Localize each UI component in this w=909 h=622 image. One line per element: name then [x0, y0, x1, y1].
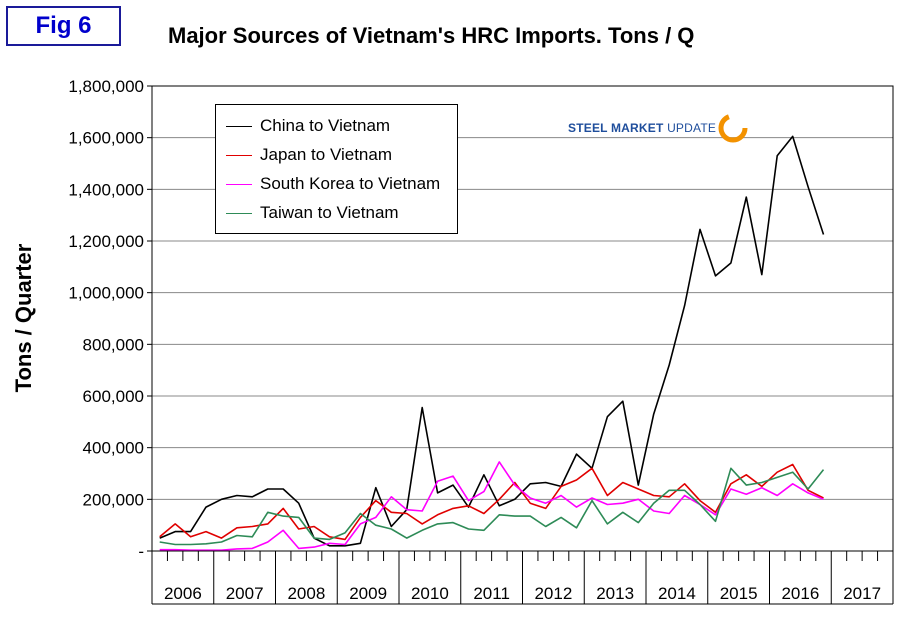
- y-tick-label: -: [138, 542, 144, 561]
- x-tick-label: 2016: [781, 584, 819, 603]
- series-line-3: [159, 467, 825, 546]
- steel-market-update-logo: STEEL MARKET UPDATE: [568, 113, 748, 143]
- x-tick-label: 2015: [720, 584, 758, 603]
- legend-swatch-japan: [226, 154, 252, 156]
- y-axis-label: Tons / Quarter: [11, 243, 36, 393]
- legend-item-china: China to Vietnam: [226, 113, 390, 139]
- x-axis: 2006 2007 2008 2009 2010 2011 2012 2013 2014 2015…: [151, 551, 894, 605]
- legend-item-taiwan: Taiwan to Vietnam: [226, 200, 399, 226]
- y-tick-label: 1,800,000: [68, 77, 144, 96]
- x-tick-label: 2006: [164, 584, 202, 603]
- x-tick-label: 2014: [658, 584, 696, 603]
- legend-swatch-china: [226, 125, 252, 127]
- y-tick-label: 1,200,000: [68, 232, 144, 251]
- legend-label-japan: Japan to Vietnam: [260, 145, 392, 164]
- legend: China to Vietnam Japan to Vietnam South …: [215, 104, 458, 234]
- y-tick-label: 200,000: [83, 490, 144, 509]
- x-tick-label: 2007: [226, 584, 264, 603]
- legend-swatch-taiwan: [226, 212, 252, 214]
- x-tick-label: 2012: [534, 584, 572, 603]
- series-line-2: [159, 461, 824, 552]
- y-tick-label: 400,000: [83, 439, 144, 458]
- legend-label-china: China to Vietnam: [260, 116, 391, 135]
- logo-brand-light: UPDATE: [663, 121, 717, 135]
- plot-frame: [151, 85, 894, 552]
- legend-label-south-korea: South Korea to Vietnam: [260, 174, 441, 193]
- x-tick-label: 2010: [411, 584, 449, 603]
- legend-item-japan: Japan to Vietnam: [226, 142, 392, 168]
- series-line-0: [159, 135, 825, 547]
- y-tick-label: 600,000: [83, 387, 144, 406]
- figure-badge: Fig 6: [6, 6, 121, 46]
- x-tick-label: 2017: [843, 584, 881, 603]
- x-tick-label: 2008: [287, 584, 325, 603]
- x-tick-label: 2013: [596, 584, 634, 603]
- x-tick-label: 2011: [473, 584, 510, 603]
- y-tick-label: 800,000: [83, 335, 144, 354]
- legend-swatch-south-korea: [226, 183, 252, 185]
- logo-brand-strong: STEEL MARKET: [568, 121, 664, 135]
- series-lines: [159, 135, 825, 552]
- y-tick-label: 1,600,000: [68, 129, 144, 148]
- y-tick-label: 1,000,000: [68, 284, 144, 303]
- y-axis: - 200,000 400,000 600,000 800,000 1,000,000 1,…: [68, 77, 152, 561]
- series-line-1: [159, 463, 824, 541]
- chart-title: Major Sources of Vietnam's HRC Imports. …: [168, 23, 695, 48]
- x-tick-label: 2009: [349, 584, 387, 603]
- y-tick-label: 1,400,000: [68, 180, 144, 199]
- legend-item-south-korea: South Korea to Vietnam: [226, 171, 440, 197]
- logo-text: STEEL MARKET UPDATE: [568, 121, 716, 135]
- logo-swoosh-icon: [718, 113, 748, 143]
- legend-label-taiwan: Taiwan to Vietnam: [260, 203, 399, 222]
